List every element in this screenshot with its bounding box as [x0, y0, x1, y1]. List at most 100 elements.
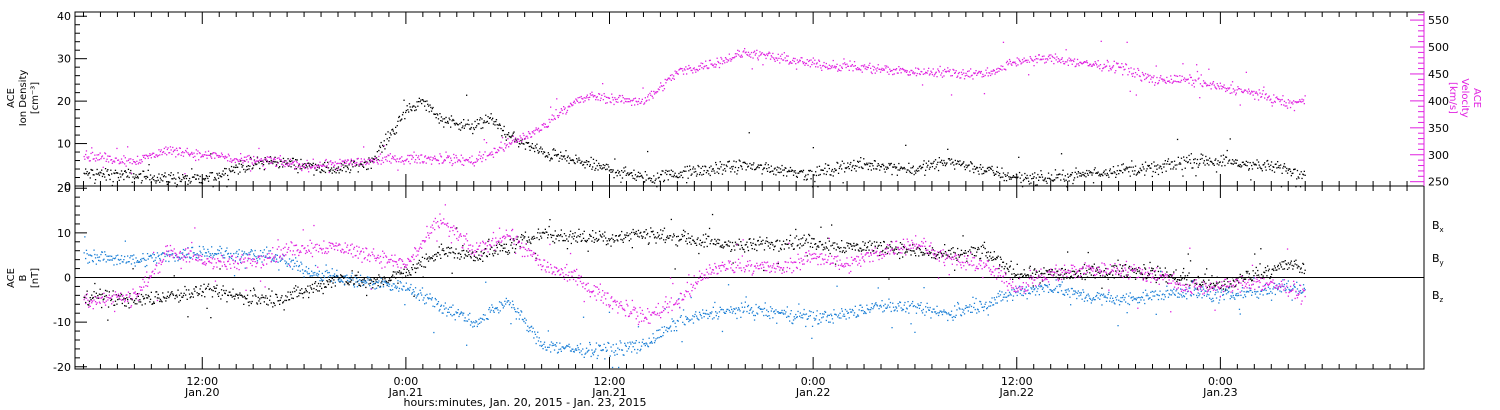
bx-series-point: [865, 249, 867, 251]
bx-series-point: [261, 294, 263, 296]
density-series-point: [1209, 160, 1212, 163]
bx-series-point: [694, 242, 696, 244]
bx-series-point: [492, 255, 495, 257]
density-series-point: [605, 168, 607, 171]
bx-series-point: [831, 244, 834, 246]
bx-series-point: [92, 296, 94, 299]
density-series-point: [681, 171, 683, 173]
density-series-point: [558, 160, 560, 162]
velocity-series-point: [444, 159, 446, 162]
bx-series-point: [85, 294, 88, 296]
density-series-point: [595, 167, 597, 170]
density-series-point: [1014, 176, 1016, 178]
density-series-point: [1142, 166, 1144, 168]
bx-series-point: [934, 253, 936, 255]
velocity-series-point: [786, 59, 788, 62]
density-series-point: [114, 169, 117, 171]
density-series-point: [698, 166, 700, 168]
density-series-point: [106, 170, 108, 172]
velocity-series-point: [314, 167, 316, 170]
bx-series-point: [447, 246, 449, 248]
bottom-ytick-label: 0: [64, 272, 71, 285]
velocity-series-point: [423, 161, 425, 163]
bx-series-point: [1114, 264, 1116, 267]
velocity-series-point: [971, 74, 973, 76]
velocity-series-point: [837, 68, 840, 70]
bx-series-point: [636, 233, 638, 235]
bx-series-point: [240, 294, 242, 296]
density-series-point: [208, 175, 210, 177]
density-series-point: [1057, 174, 1060, 176]
bx-series-point: [279, 299, 281, 301]
bx-series-point: [860, 247, 862, 250]
density-series-point: [415, 109, 417, 111]
bx-series-point: [932, 249, 934, 251]
velocity-series-point: [995, 71, 997, 74]
velocity-series-point: [941, 76, 944, 78]
velocity-series-point: [1250, 92, 1252, 94]
bx-series-point: [406, 268, 408, 270]
bx-series-point: [424, 257, 426, 260]
density-series-point: [228, 168, 230, 170]
density-series-point: [999, 176, 1002, 179]
bx-series-point: [412, 264, 414, 266]
density-series-point: [1171, 161, 1173, 163]
density-series-point: [1109, 170, 1111, 172]
bx-series-point: [487, 240, 489, 243]
velocity-series-point: [1260, 96, 1263, 98]
velocity-series-point: [731, 57, 734, 59]
density-series-point: [360, 163, 362, 165]
bx-series-point: [795, 228, 797, 231]
density-series-point: [420, 99, 422, 101]
density-series-point: [1281, 172, 1283, 174]
bx-series-point: [737, 243, 739, 245]
bx-series-point: [766, 237, 768, 239]
velocity-series-point: [458, 159, 460, 161]
bx-series-point: [595, 232, 597, 234]
bx-series-point: [1035, 271, 1037, 273]
density-series-point: [1071, 172, 1073, 174]
bx-series-point: [933, 257, 935, 259]
velocity-series-point: [549, 121, 551, 123]
velocity-series-point: [969, 76, 971, 78]
bx-series-point: [831, 224, 833, 226]
velocity-series-point: [494, 147, 496, 150]
velocity-series-point: [689, 67, 692, 69]
bx-series-point: [133, 299, 136, 302]
bx-series-point: [1027, 274, 1029, 276]
density-series-point: [1291, 172, 1293, 175]
velocity-series-point: [680, 68, 682, 70]
velocity-series-point: [669, 74, 672, 77]
bx-series-point: [389, 280, 391, 282]
density-series-point: [479, 119, 481, 121]
density-series-point: [1187, 161, 1189, 163]
density-series-point: [1073, 179, 1075, 181]
density-series-point: [538, 151, 540, 153]
velocity-series-point: [595, 96, 598, 99]
bx-series-point: [559, 235, 561, 237]
density-series-point: [421, 99, 424, 101]
velocity-series-point: [768, 51, 770, 53]
density-series-point: [691, 173, 693, 175]
density-series-point: [96, 168, 98, 171]
velocity-series-point: [185, 151, 188, 153]
velocity-series-point: [159, 154, 161, 156]
velocity-series-point: [725, 58, 727, 60]
density-series-point: [1118, 169, 1121, 172]
bx-series-point: [135, 298, 137, 300]
density-series-point: [286, 162, 288, 164]
velocity-series-point: [967, 75, 969, 78]
velocity-series-point: [395, 159, 397, 161]
bx-series-point: [796, 245, 798, 247]
density-series-point: [1168, 163, 1170, 165]
bx-series-point: [702, 234, 705, 236]
density-series-point: [469, 128, 471, 130]
density-series-point: [327, 167, 330, 169]
density-series-point: [846, 166, 848, 169]
bx-series-point: [674, 268, 676, 270]
density-series-point: [223, 174, 225, 176]
density-series-point: [383, 140, 385, 142]
bx-series-point: [632, 228, 634, 231]
bx-series-point: [306, 291, 308, 293]
bx-series-point: [123, 297, 125, 299]
